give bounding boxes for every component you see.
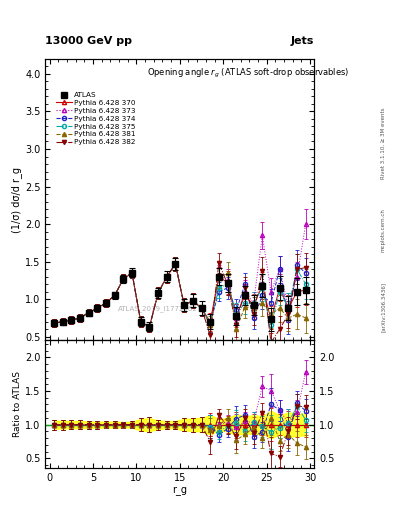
Text: Jets: Jets bbox=[291, 36, 314, 46]
Text: Opening angle $r_g$ (ATLAS soft-drop observables): Opening angle $r_g$ (ATLAS soft-drop obs… bbox=[147, 68, 350, 80]
Text: [arXiv:1306.3436]: [arXiv:1306.3436] bbox=[381, 282, 386, 332]
Legend: ATLAS, Pythia 6.428 370, Pythia 6.428 373, Pythia 6.428 374, Pythia 6.428 375, P: ATLAS, Pythia 6.428 370, Pythia 6.428 37… bbox=[54, 91, 138, 147]
Y-axis label: (1/σ) dσ/d r_g: (1/σ) dσ/d r_g bbox=[11, 167, 22, 232]
Y-axis label: Ratio to ATLAS: Ratio to ATLAS bbox=[13, 372, 22, 437]
Text: mcplots.cern.ch: mcplots.cern.ch bbox=[381, 208, 386, 252]
Text: 13000 GeV pp: 13000 GeV pp bbox=[45, 36, 132, 46]
Text: ATLAS_2019_I1772062: ATLAS_2019_I1772062 bbox=[118, 306, 198, 312]
X-axis label: r_g: r_g bbox=[172, 486, 187, 496]
Text: Rivet 3.1.10, ≥ 3M events: Rivet 3.1.10, ≥ 3M events bbox=[381, 108, 386, 179]
